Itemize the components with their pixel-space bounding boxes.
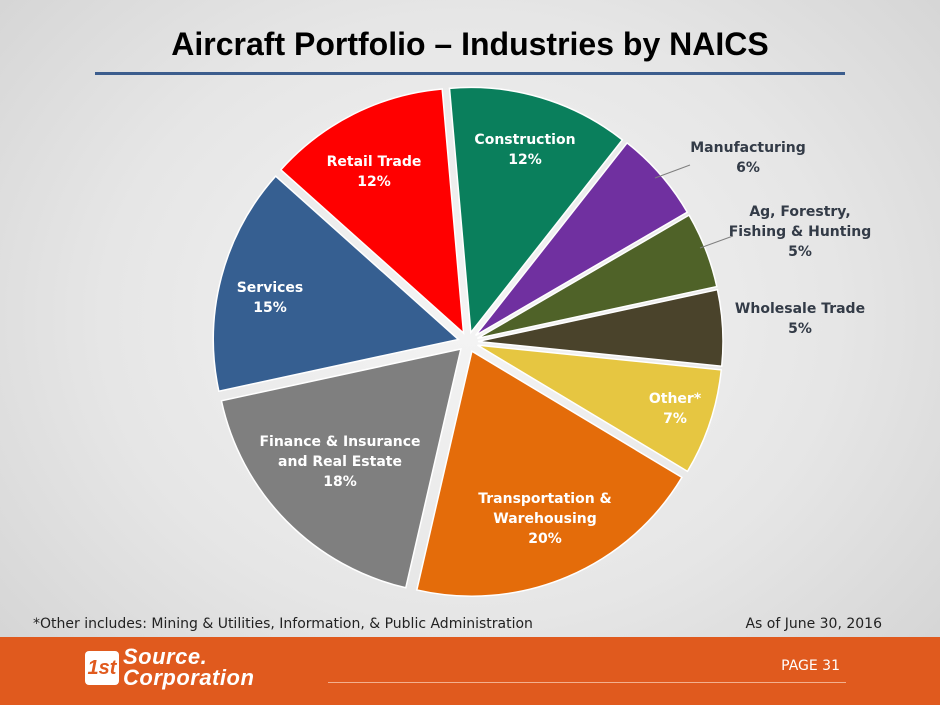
pie-slice-wholesale-trade — [477, 288, 724, 368]
pie-slice-retail-trade — [279, 88, 465, 335]
slice-label-transportation: Transportation & Warehousing 20% — [478, 491, 612, 547]
slice-label-line: Retail Trade — [327, 154, 422, 170]
slice-label-other: Other* 7% — [649, 391, 702, 427]
slice-label-retail-trade: Retail Trade 12% — [327, 154, 422, 190]
pie-slice-manufacturing — [474, 141, 689, 337]
company-logo: 1st Source. Corporation — [85, 645, 315, 693]
slice-label-line: 18% — [323, 474, 357, 490]
slice-label-line: Ag, Forestry, — [749, 204, 850, 220]
slice-label-line: Transportation & — [478, 491, 612, 507]
slice-label-line: 12% — [508, 152, 542, 168]
slice-label-line: and Real Estate — [278, 454, 402, 470]
as-of-date: As of June 30, 2016 — [745, 616, 882, 632]
footer-band — [0, 637, 940, 705]
slice-label-line: 7% — [663, 411, 687, 427]
slice-label-ag-forestry: Ag, Forestry, Fishing & Hunting 5% — [729, 204, 872, 260]
logo-line-1: Source. — [123, 644, 208, 669]
slice-label-line: 20% — [528, 531, 562, 547]
slice-label-finance: Finance & Insurance and Real Estate 18% — [259, 434, 420, 490]
footnote: *Other includes: Mining & Utilities, Inf… — [33, 616, 533, 632]
pie-slice-ag-forestry — [476, 214, 718, 340]
pie-slice-services — [212, 175, 460, 393]
slice-label-line: Warehousing — [493, 511, 596, 527]
slice-label-construction: Construction 12% — [474, 132, 575, 168]
title-rule — [95, 72, 845, 75]
logo-badge: 1st — [85, 651, 119, 685]
leader-line-ag-forestry — [699, 235, 734, 249]
slide-title: Aircraft Portfolio – Industries by NAICS — [171, 26, 769, 62]
logo-line-2: Corporation — [123, 665, 255, 690]
slice-label-line: 15% — [253, 300, 287, 316]
slice-label-line: 5% — [788, 321, 812, 337]
slice-label-line: 5% — [788, 244, 812, 260]
slice-label-line: Wholesale Trade — [735, 301, 865, 317]
slice-label-line: Manufacturing — [690, 140, 806, 156]
slice-label-line: Services — [237, 280, 304, 296]
slice-label-wholesale-trade: Wholesale Trade 5% — [735, 301, 865, 337]
slice-label-line: Construction — [474, 132, 575, 148]
pie-slices — [212, 86, 724, 597]
footer-rule — [328, 682, 846, 683]
pie-slice-transportation — [415, 350, 683, 597]
pie-slice-other — [477, 344, 723, 473]
leader-line-manufacturing — [654, 164, 691, 179]
slice-label-line: 6% — [736, 160, 760, 176]
slice-label-line: Other* — [649, 391, 702, 407]
slice-label-manufacturing: Manufacturing 6% — [690, 140, 806, 176]
slice-label-services: Services 15% — [237, 280, 304, 316]
slice-label-line: Fishing & Hunting — [729, 224, 872, 240]
pie-slice-finance — [220, 348, 462, 589]
slice-label-line: 12% — [357, 174, 391, 190]
slice-label-line: Finance & Insurance — [259, 434, 420, 450]
page-number: PAGE 31 — [781, 658, 840, 674]
pie-slice-construction — [448, 86, 624, 335]
